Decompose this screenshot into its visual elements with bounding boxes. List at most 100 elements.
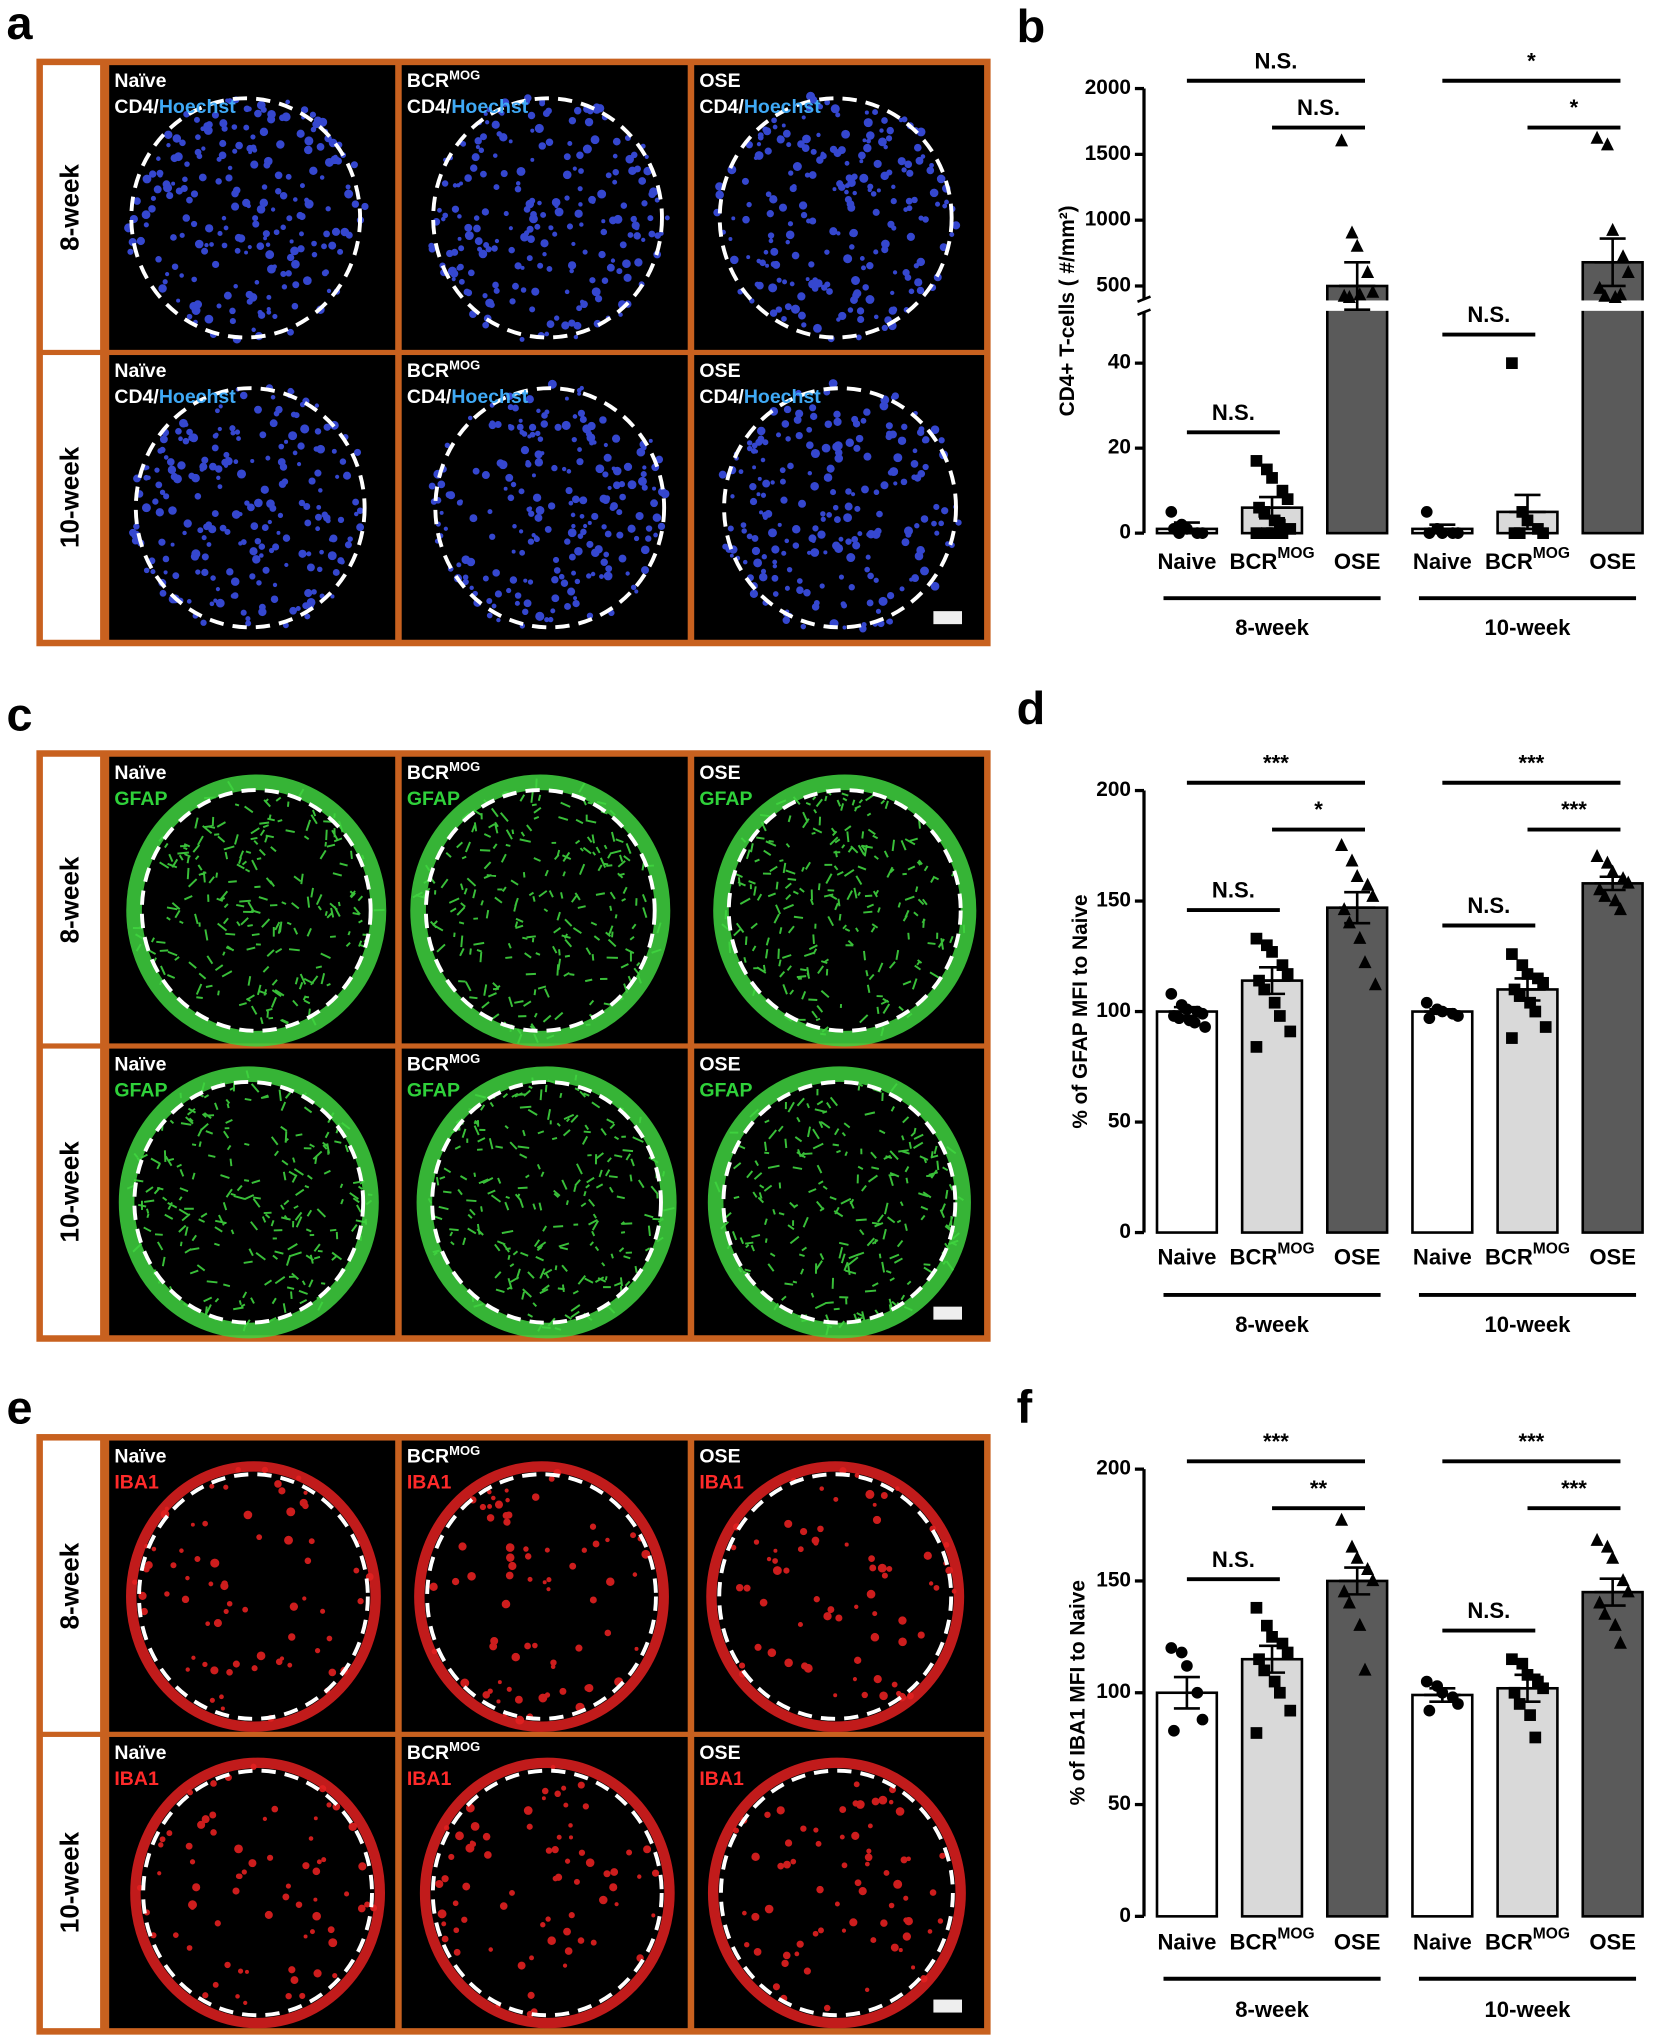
point [1621, 265, 1635, 279]
point [1420, 1675, 1433, 1688]
tissue-rim [416, 1066, 677, 1339]
outline [425, 1472, 658, 1721]
point [1250, 527, 1263, 539]
error-bar [1168, 1675, 1206, 1710]
bar [1411, 1693, 1474, 1918]
category: Naive [1413, 1929, 1472, 1954]
category-sup: MOG [1533, 1926, 1570, 1943]
point [1268, 1675, 1281, 1688]
error-bar [1509, 977, 1546, 1002]
point [1598, 288, 1612, 302]
point [1250, 1041, 1263, 1053]
group-sup: MOG [449, 1051, 480, 1066]
significance-label: * [1527, 48, 1536, 73]
row-label: 10-week [54, 1141, 84, 1243]
row-label-box [42, 65, 101, 350]
stain-label: CD4/Hoechst [407, 96, 529, 118]
group-name: BCR [407, 70, 449, 92]
row-label-box [42, 1048, 101, 1336]
stain-label: GFAP [699, 788, 752, 810]
point [1598, 888, 1612, 902]
significance-label: *** [1519, 1429, 1545, 1454]
y-tick-label: 500 [1096, 273, 1131, 296]
group-name: BCR [407, 1742, 449, 1764]
group-label: BCRMOG [407, 1051, 480, 1076]
category: Naive [1157, 1929, 1216, 1954]
group-name: OSE [699, 360, 740, 382]
error-bar [1253, 966, 1291, 996]
point [1276, 1637, 1289, 1650]
stain: Hoechst [451, 96, 528, 118]
group-label: 8-week [1235, 1997, 1309, 2022]
row-label-box [42, 756, 101, 1044]
tissue-rim [410, 774, 671, 1047]
point [1368, 977, 1382, 991]
stain-label: CD4/Hoechst [114, 386, 236, 408]
point [1284, 1704, 1297, 1717]
point [1537, 527, 1549, 539]
bar [1155, 1010, 1219, 1234]
point [1616, 249, 1630, 263]
point [1529, 1005, 1542, 1018]
tissue-rim [414, 1461, 669, 1732]
tissue-rim [118, 1066, 379, 1339]
point [1175, 1646, 1188, 1659]
row-label: 8-week [54, 1542, 84, 1629]
stain-label: GFAP [407, 1080, 460, 1102]
x-tick-label: BCRMOG [1485, 545, 1570, 574]
scale-bar [933, 1999, 962, 2013]
bar [1496, 988, 1559, 1234]
point [1281, 493, 1294, 505]
group-label: Naïve [114, 1446, 166, 1468]
category: OSE [1334, 1244, 1381, 1269]
point [1342, 290, 1356, 304]
point [1606, 864, 1620, 878]
x-tick-label: BCRMOG [1485, 1926, 1570, 1955]
point [1284, 1025, 1297, 1038]
point [1353, 1617, 1367, 1631]
x-tick-label: Naive [1413, 1929, 1472, 1954]
y-tick-label: 50 [1108, 1110, 1131, 1133]
point [1452, 1698, 1464, 1710]
group-label: BCRMOG [407, 357, 480, 382]
category: OSE [1334, 1929, 1381, 1954]
outline [726, 788, 963, 1033]
group-label: Naïve [114, 70, 166, 92]
group-sup: MOG [449, 1443, 480, 1458]
stain-label: GFAP [114, 1080, 167, 1102]
stain-label: IBA1 [699, 1472, 744, 1494]
signal [132, 780, 385, 1033]
group-name: OSE [699, 1742, 740, 1764]
y-tick-label: 150 [1096, 889, 1131, 912]
y-tick-label: 0 [1119, 521, 1131, 544]
group-label: Naïve [114, 1054, 166, 1076]
point [1513, 990, 1526, 1002]
x-tick-label: BCRMOG [1230, 1241, 1315, 1270]
point [1521, 968, 1534, 980]
category: Naive [1413, 549, 1472, 574]
category-sup: MOG [1277, 545, 1314, 562]
point [1606, 1550, 1620, 1564]
stain-label: IBA1 [699, 1768, 744, 1790]
category: Naive [1157, 549, 1216, 574]
y-tick-label: 40 [1108, 351, 1131, 374]
significance-label: N.S. [1254, 48, 1297, 73]
point [1168, 1724, 1180, 1737]
point [1529, 1731, 1542, 1744]
point [1608, 1617, 1622, 1631]
outline [717, 96, 954, 340]
point [1598, 1606, 1612, 1620]
x-tick-label: BCRMOG [1485, 1241, 1570, 1270]
group-name: Naïve [114, 360, 166, 382]
stain: GFAP [407, 1080, 460, 1102]
y-tick-label: 2000 [1085, 76, 1131, 99]
outline [722, 386, 958, 630]
group-name: Naïve [114, 1054, 166, 1076]
group-label: OSE [699, 360, 740, 382]
point [1258, 506, 1271, 518]
group-name: OSE [699, 1446, 740, 1468]
point [1516, 959, 1529, 971]
signal [124, 96, 369, 344]
row-label-box [42, 355, 101, 640]
x-tick-label: Naive [1157, 1244, 1216, 1269]
